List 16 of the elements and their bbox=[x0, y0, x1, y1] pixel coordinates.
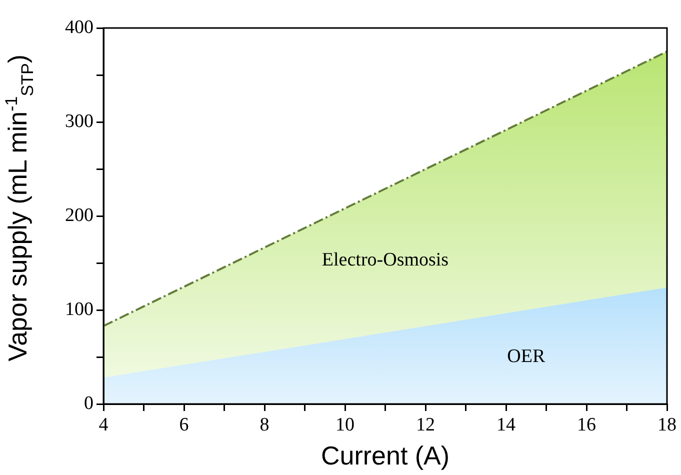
x-tick-label: 6 bbox=[179, 414, 189, 436]
y-tick-label: 0 bbox=[84, 392, 94, 414]
x-tick-label: 10 bbox=[336, 414, 354, 436]
y-tick-label: 400 bbox=[65, 16, 94, 38]
x-tick-label: 16 bbox=[577, 414, 596, 436]
y-tick-label: 100 bbox=[65, 298, 94, 320]
x-tick-label: 12 bbox=[416, 414, 435, 436]
series-label: OER bbox=[507, 346, 546, 367]
x-tick-label: 8 bbox=[260, 414, 270, 436]
y-tick-label: 300 bbox=[65, 110, 94, 132]
x-tick-label: 4 bbox=[98, 414, 109, 436]
series-label: Electro-Osmosis bbox=[322, 250, 449, 271]
x-axis-title: Current (A) bbox=[320, 440, 450, 471]
x-tick-label: 18 bbox=[658, 414, 676, 436]
y-tick-label: 200 bbox=[65, 204, 94, 226]
x-tick-label: 14 bbox=[496, 414, 516, 436]
